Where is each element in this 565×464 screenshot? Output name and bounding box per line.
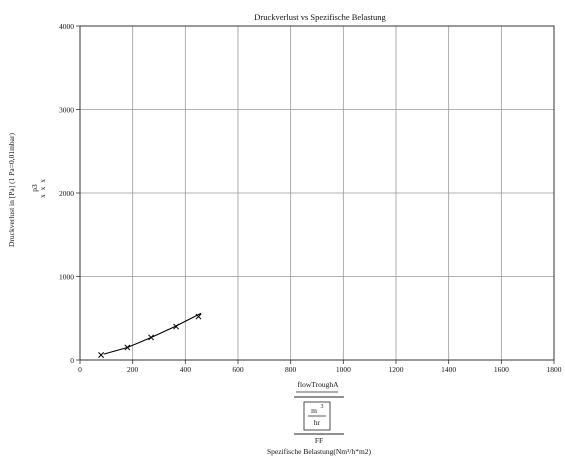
- y-tick-label: 4000: [59, 22, 74, 31]
- y-tick-label: 2000: [59, 189, 74, 198]
- x-tick-label: 200: [127, 365, 139, 374]
- y-axis-label: Druckverlust in [Pa] (1 Pa=0,01mbar): [7, 133, 16, 247]
- y-tick-label: 0: [70, 356, 74, 365]
- data-point-x-marker: [98, 352, 105, 358]
- marker-stroke: [124, 344, 131, 351]
- marker-stroke: [148, 334, 155, 341]
- x-axis-label: Spezifische Belastung(Nm³/h*m2): [267, 447, 372, 456]
- x-tick-label: 1600: [494, 365, 509, 374]
- x-axis-expression: flowTroughA m 3 hr FF: [294, 380, 344, 445]
- x-tick-label: 600: [232, 365, 244, 374]
- grid: [76, 25, 555, 364]
- plot-frame: [79, 25, 555, 361]
- x-expr-inner-exponent: 3: [321, 404, 324, 410]
- y-tick-labels: 0 1000 2000 3000 4000: [59, 22, 74, 365]
- series-group: [98, 312, 202, 358]
- data-point-x-marker: [195, 313, 202, 320]
- x-expr-numerator: flowTroughA: [298, 380, 340, 389]
- x-expr-inner-numerator: m: [311, 406, 317, 415]
- x-tick-label: 400: [180, 365, 192, 374]
- x-expr-inner-box: [303, 401, 331, 431]
- x-tick-label: 1000: [336, 365, 351, 374]
- x-tick-labels: 0 200 400 600 800 1000 1200 1400 1600 1800: [78, 365, 562, 374]
- x-tick-label: 1200: [389, 365, 404, 374]
- x-expr-inner-denominator: hr: [314, 418, 321, 427]
- x-tick-label: 1800: [547, 365, 562, 374]
- data-point-x-marker: [124, 344, 131, 351]
- data-point-x-marker: [173, 323, 180, 330]
- data-point-x-marker: [148, 334, 155, 341]
- marker-stroke: [98, 352, 105, 358]
- marker-stroke: [173, 323, 180, 330]
- x-expr-denominator: FF: [315, 436, 323, 445]
- y-tick-label: 3000: [59, 106, 74, 115]
- x-tick-label: 800: [285, 365, 297, 374]
- y-axis-underset: x x x: [38, 178, 47, 198]
- x-tick-label: 1400: [441, 365, 456, 374]
- x-tick-label: 0: [78, 365, 82, 374]
- marker-stroke: [195, 313, 202, 320]
- chart-title: Druckverlust vs Spezifische Belastung: [254, 12, 386, 22]
- series-line: [103, 312, 202, 355]
- y-axis-unit: p3: [30, 184, 39, 192]
- y-tick-label: 1000: [59, 273, 74, 282]
